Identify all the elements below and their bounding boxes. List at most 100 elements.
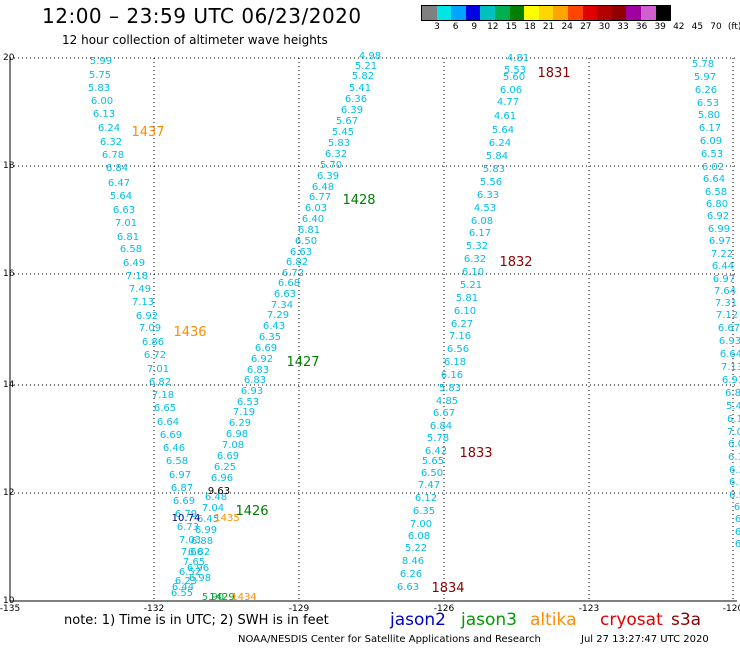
swh-value-label: 4.61: [494, 111, 516, 122]
swh-value-label: 6.88: [191, 536, 213, 547]
swh-value-label: 6.25: [214, 462, 236, 473]
map-subtitle: 12 hour collection of altimeter wave hei…: [62, 33, 328, 47]
swh-value-label: 7.03: [179, 535, 201, 546]
swh-value-label: 6.98: [189, 573, 211, 584]
swh-value-label: 6: [734, 502, 740, 513]
swh-value-label: 5.67: [336, 116, 358, 127]
color-swatch: [509, 6, 525, 20]
swh-value-label: 6.50: [421, 468, 443, 479]
swh-value-label: 6.92: [251, 354, 273, 365]
swh-value-label: 6.73: [177, 522, 199, 533]
swh-value-label: 6.45: [197, 514, 219, 525]
color-scale-label: 9: [471, 22, 478, 32]
swh-value-label: 5.82: [352, 71, 374, 82]
swh-value-label: 7.34: [271, 300, 293, 311]
swh-value-label: 6.99: [708, 224, 730, 235]
color-swatch: [480, 6, 495, 20]
swh-value-label: 6.44: [712, 261, 734, 272]
swh-value-label: 6.79: [175, 509, 197, 520]
swh-value-label: 6.58: [166, 456, 188, 467]
swh-value-label: 6.02: [702, 162, 724, 173]
swh-value-label: 6.40: [302, 214, 324, 225]
swh-value-label: 7.49: [129, 284, 151, 295]
swh-value-label: 7.29: [267, 310, 289, 321]
swh-value-label: 6.26: [695, 85, 717, 96]
swh-value-label: 5.75: [89, 70, 111, 81]
swh-value-label: 6.10: [454, 306, 476, 317]
swh-value-label: 6.48: [312, 182, 334, 193]
swh-value-label: 4.81: [507, 53, 529, 64]
swh-value-label: 6.68: [278, 278, 300, 289]
satellite-legend-item: jason3: [461, 610, 517, 630]
swh-value-label: 5.83: [328, 138, 350, 149]
swh-value-label: 6.9: [729, 490, 740, 501]
swh-value-label: 6.53: [701, 149, 723, 160]
swh-value-label: 7.01: [115, 218, 137, 229]
swh-value-label: 6.93: [241, 386, 263, 397]
swh-value-label: 6.69: [173, 496, 195, 507]
swh-value-label: 6.78: [102, 150, 124, 161]
pass-time-label: 1833: [459, 446, 492, 461]
swh-value-label: 6.82: [149, 377, 171, 388]
color-swatch: [567, 6, 583, 20]
swh-value-label: 6.1: [727, 414, 740, 425]
y-tick-label: 18: [3, 161, 15, 171]
swh-value-label: 6.64: [720, 349, 740, 360]
swh-value-label: 6.03: [305, 203, 327, 214]
swh-value-label: 6.42: [425, 446, 447, 457]
swh-value-label: 6.87: [171, 483, 193, 494]
swh-value-label: 6.83: [247, 365, 269, 376]
swh-value-label: 6.72: [282, 268, 304, 279]
swh-value-label: 7.16: [449, 331, 471, 342]
swh-value-label: 1434: [231, 592, 256, 603]
pass-time-label: 1831: [537, 66, 570, 81]
swh-value-label: 6.39: [317, 171, 339, 182]
swh-value-label: 5.41: [349, 83, 371, 94]
swh-value-label: 6.82: [188, 547, 210, 558]
color-swatch: [451, 6, 466, 20]
map-title: 12:00 – 23:59 UTC 06/23/2020: [42, 4, 362, 28]
swh-value-label: 6.08: [471, 216, 493, 227]
swh-value-label: 6.63: [290, 247, 312, 258]
pass-time-label: 1436: [173, 325, 206, 340]
swh-value-label: 7.12: [716, 310, 738, 321]
swh-value-label: 5.60: [503, 72, 525, 83]
y-tick-label: 20: [3, 53, 15, 63]
swh-value-label: 1429: [209, 592, 234, 603]
swh-value-label: 6: [735, 539, 740, 550]
satellite-legend-item: jason2: [390, 610, 446, 630]
swh-value-label: 6.80: [706, 199, 728, 210]
swh-value-label: 5.81: [456, 293, 478, 304]
footer-timestamp: Jul 27 13:27:47 UTC 2020: [581, 634, 709, 645]
swh-value-label: 5.21: [460, 280, 482, 291]
swh-value-label: 6.46: [163, 443, 185, 454]
swh-value-label: 6.63: [397, 582, 419, 593]
swh-value-label: 6.49: [123, 258, 145, 269]
swh-value-label: 7.09: [139, 323, 161, 334]
swh-value-label: 6.77: [309, 192, 331, 203]
swh-value-label: 7.22: [711, 249, 733, 260]
swh-value-label: 8.46: [402, 556, 424, 567]
swh-value-label: 7.04: [202, 503, 224, 514]
swh-value-label: 6.10: [462, 267, 484, 278]
swh-value-label: 5.83: [483, 164, 505, 175]
swh-value-label: 5.64: [492, 125, 514, 136]
swh-value-label: 6.32: [464, 254, 486, 265]
color-scale-label: 3: [434, 22, 440, 32]
swh-value-label: 6.58: [705, 187, 727, 198]
swh-value-label: 6.65: [154, 403, 176, 414]
color-scale-label: 18: [524, 22, 536, 32]
swh-value-label: 6.06: [500, 85, 522, 96]
swh-value-label: 5.22: [405, 543, 427, 554]
swh-value-label: 6.8: [725, 388, 740, 399]
swh-value-label: 7.64: [714, 286, 736, 297]
swh-value-label: 6.33: [477, 190, 499, 201]
color-scale-label: 39: [654, 22, 666, 32]
swh-value-label: 5.45: [332, 127, 354, 138]
color-swatch: [582, 6, 598, 20]
x-tick-label: -120: [723, 604, 740, 614]
swh-value-label: 6.16: [441, 370, 463, 381]
color-swatch: [626, 6, 641, 20]
swh-value-label: 6.29: [229, 418, 251, 429]
swh-value-label: 7.47: [418, 480, 440, 491]
